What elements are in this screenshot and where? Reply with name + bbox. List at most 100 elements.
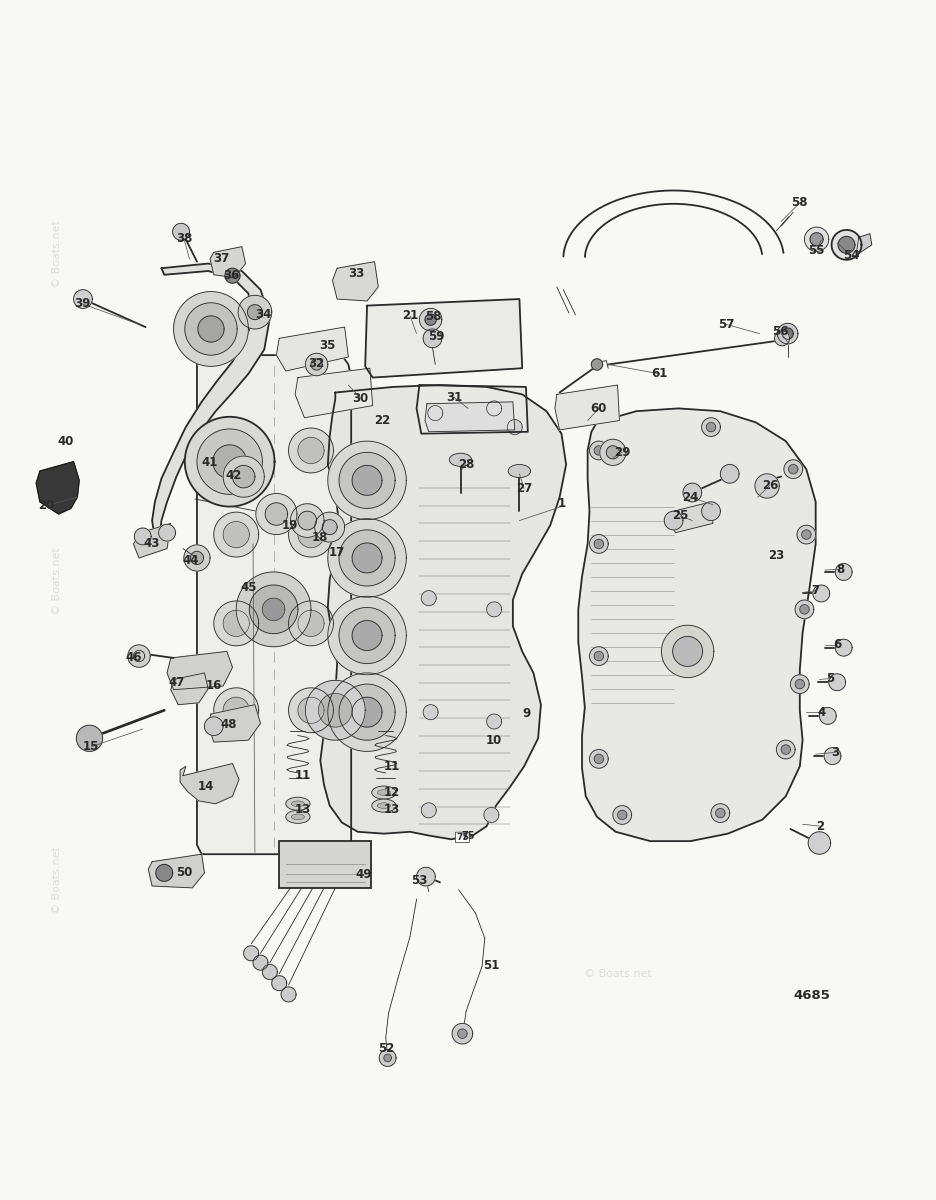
Polygon shape — [232, 466, 255, 488]
Text: 27: 27 — [516, 482, 533, 496]
Polygon shape — [702, 418, 721, 437]
Text: 21: 21 — [402, 310, 418, 323]
Polygon shape — [425, 402, 515, 432]
Polygon shape — [352, 466, 382, 496]
Polygon shape — [213, 601, 258, 646]
Text: 38: 38 — [176, 232, 192, 245]
Text: 75: 75 — [461, 832, 475, 841]
Text: 23: 23 — [768, 548, 784, 562]
Text: 52: 52 — [378, 1042, 395, 1055]
Polygon shape — [158, 524, 175, 541]
Text: 9: 9 — [522, 707, 531, 720]
Text: © Boats.net: © Boats.net — [584, 558, 651, 568]
Polygon shape — [721, 464, 739, 484]
Polygon shape — [824, 748, 841, 764]
Polygon shape — [838, 236, 855, 253]
Polygon shape — [458, 1028, 467, 1038]
Text: 28: 28 — [458, 458, 475, 470]
Polygon shape — [795, 679, 804, 689]
Text: 24: 24 — [682, 491, 698, 504]
Text: 3: 3 — [831, 746, 840, 758]
Text: 1: 1 — [558, 497, 565, 510]
Polygon shape — [288, 601, 333, 646]
Text: 4: 4 — [817, 706, 826, 719]
Text: 58: 58 — [792, 197, 808, 209]
Polygon shape — [238, 295, 271, 329]
Polygon shape — [797, 526, 815, 544]
Polygon shape — [328, 518, 406, 598]
Polygon shape — [298, 437, 324, 463]
Text: 48: 48 — [221, 718, 237, 731]
Polygon shape — [487, 602, 502, 617]
Polygon shape — [819, 708, 836, 725]
Text: © Boats.net: © Boats.net — [584, 968, 651, 979]
Ellipse shape — [377, 790, 390, 796]
Polygon shape — [419, 308, 442, 331]
Polygon shape — [673, 636, 703, 666]
Polygon shape — [423, 329, 442, 348]
Polygon shape — [74, 289, 93, 308]
Polygon shape — [384, 1055, 391, 1062]
Text: 26: 26 — [762, 479, 778, 492]
Text: 45: 45 — [241, 581, 256, 594]
Polygon shape — [594, 755, 604, 763]
Polygon shape — [425, 314, 436, 325]
Text: 40: 40 — [57, 434, 73, 448]
Polygon shape — [594, 445, 604, 455]
Text: 33: 33 — [347, 268, 364, 281]
Polygon shape — [288, 688, 333, 733]
Polygon shape — [298, 611, 324, 636]
Text: 19: 19 — [282, 518, 298, 532]
Polygon shape — [339, 607, 395, 664]
Polygon shape — [135, 528, 152, 545]
Polygon shape — [276, 328, 348, 371]
Polygon shape — [223, 437, 249, 463]
Ellipse shape — [449, 454, 472, 467]
Text: 41: 41 — [202, 456, 218, 469]
Text: 17: 17 — [329, 546, 345, 559]
Text: 7: 7 — [812, 584, 820, 598]
Polygon shape — [590, 750, 608, 768]
Polygon shape — [782, 328, 793, 340]
Polygon shape — [801, 530, 811, 539]
Polygon shape — [256, 493, 297, 534]
Polygon shape — [788, 464, 797, 474]
Ellipse shape — [291, 814, 304, 820]
Text: 61: 61 — [651, 367, 667, 380]
Polygon shape — [379, 1050, 396, 1067]
Polygon shape — [683, 484, 702, 502]
Polygon shape — [213, 428, 258, 473]
Polygon shape — [153, 264, 270, 539]
Text: 50: 50 — [176, 866, 192, 880]
Polygon shape — [298, 511, 316, 530]
Polygon shape — [755, 474, 780, 498]
Polygon shape — [314, 512, 344, 542]
Polygon shape — [592, 359, 603, 370]
Text: 6: 6 — [833, 638, 841, 652]
Polygon shape — [421, 803, 436, 817]
Polygon shape — [328, 596, 406, 674]
Polygon shape — [332, 262, 378, 301]
Polygon shape — [352, 542, 382, 572]
Polygon shape — [799, 605, 809, 614]
Polygon shape — [298, 697, 324, 724]
Text: © Boats.net: © Boats.net — [51, 221, 62, 288]
Polygon shape — [452, 1024, 473, 1044]
Polygon shape — [197, 355, 351, 854]
Polygon shape — [856, 234, 871, 252]
Text: 2: 2 — [816, 820, 825, 833]
Polygon shape — [322, 520, 337, 534]
Text: 46: 46 — [125, 652, 141, 665]
Polygon shape — [810, 233, 823, 246]
Text: 32: 32 — [309, 358, 325, 370]
Polygon shape — [170, 673, 208, 704]
Text: 16: 16 — [206, 678, 222, 691]
Text: © Boats.net: © Boats.net — [51, 547, 62, 616]
Polygon shape — [487, 714, 502, 728]
Polygon shape — [213, 688, 258, 733]
Text: 31: 31 — [446, 391, 462, 403]
Text: 37: 37 — [213, 252, 229, 265]
Text: 11: 11 — [383, 760, 400, 773]
Polygon shape — [180, 763, 239, 804]
Polygon shape — [777, 740, 795, 758]
